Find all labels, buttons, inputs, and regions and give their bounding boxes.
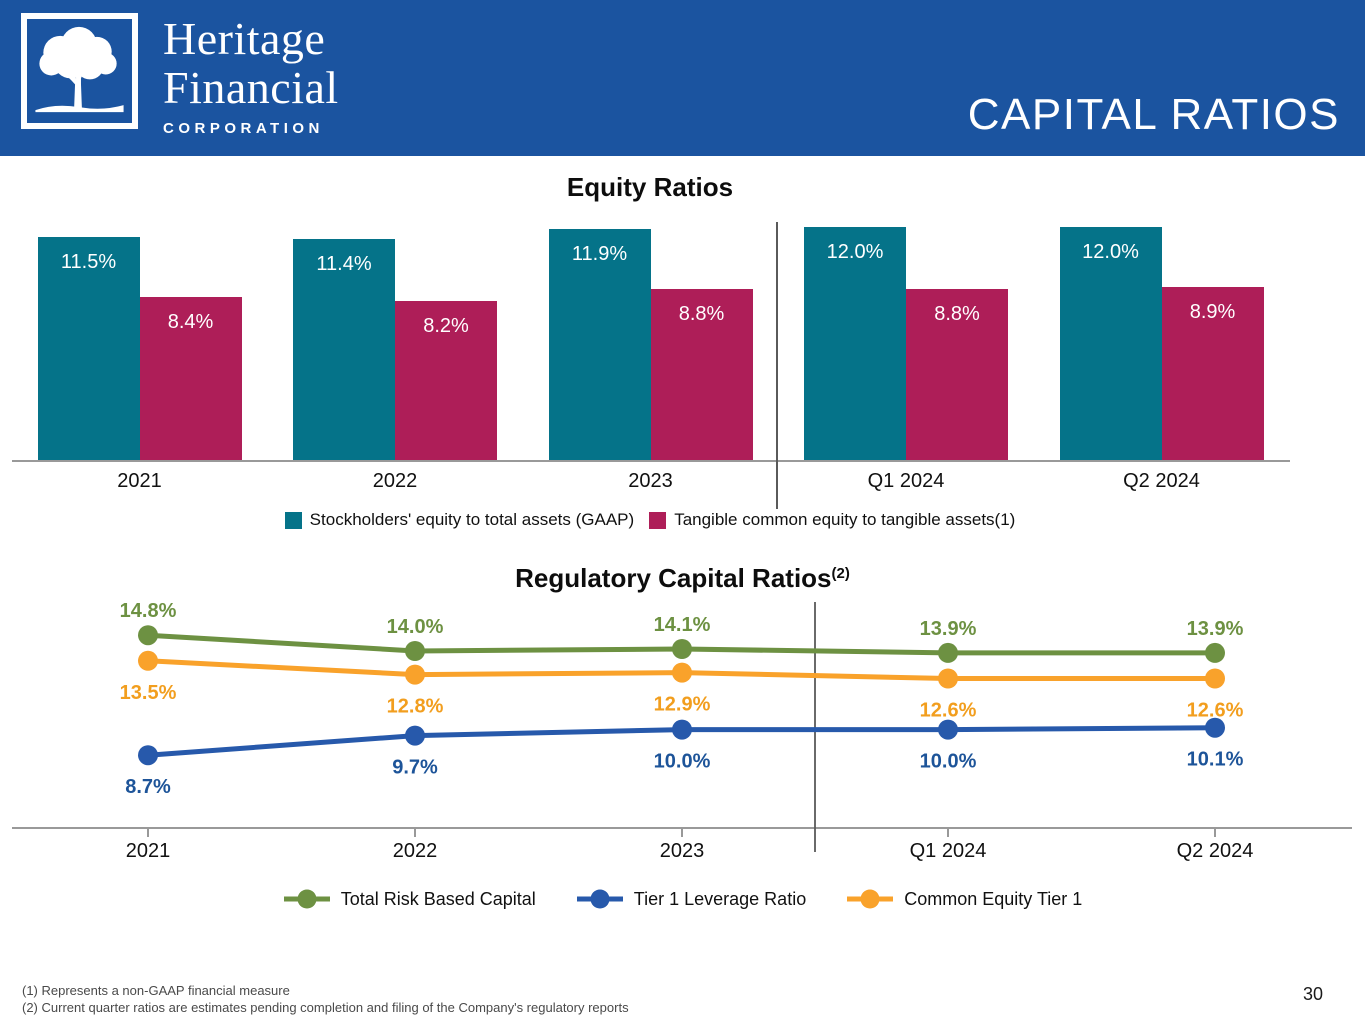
- legend-item-total-risk-based-capital: Total Risk Based Capital: [283, 888, 536, 910]
- regulatory-axis-label-2021: 2021: [126, 840, 171, 862]
- equity-xlabels: 2021 2022 2023 Q1 2024 Q2 2024: [0, 470, 1365, 496]
- legend-item-stockholders-equity-to-t: Stockholders' equity to total assets (GA…: [284, 510, 635, 530]
- value-label: 14.1%: [654, 614, 711, 636]
- bar-tangible-common-equi-q1-2024: 8.8%: [906, 289, 1008, 460]
- point-tier-1-leverage-ratio-2021: [138, 745, 158, 766]
- bar-tangible-common-equi-2021: 8.4%: [139, 296, 242, 460]
- point-tier-1-leverage-ratio-2022: [405, 725, 425, 746]
- bar-value-label: 11.4%: [316, 252, 372, 275]
- point-total-risk-based-capital-q2-2024: [1205, 642, 1225, 663]
- value-label: 12.6%: [1187, 700, 1244, 722]
- bar-value-label: 8.4%: [167, 310, 214, 333]
- brand-line-1: Heritage: [163, 13, 326, 64]
- regulatory-title-superscript: (2): [831, 565, 850, 582]
- equity-axis-label-2023: 2023: [628, 470, 673, 492]
- regulatory-svg: 14.8% 14.0% 14.1% 13.9% 13.9% 8.7% 9.7% 10.0% 10…: [12, 600, 1352, 862]
- legend-label: Tangible common equity to tangible asset…: [674, 510, 1016, 529]
- point-total-risk-based-capital-2022: [405, 641, 425, 661]
- regulatory-legend: Total Risk Based Capital Tier 1 Leverage …: [0, 884, 1365, 914]
- equity-axis-label-2022: 2022: [372, 470, 418, 492]
- brand-line-2: Financial: [163, 62, 339, 113]
- legend-swatch: [649, 511, 667, 529]
- equity-chart-title: Equity Ratios: [566, 172, 734, 202]
- bar-value-label: 8.8%: [934, 303, 980, 326]
- bar-stockholders-equity--2021: 11.5%: [37, 236, 140, 460]
- value-label: 10.0%: [654, 751, 711, 773]
- brand-name: Heritage Financial CORPORATION: [163, 14, 339, 137]
- value-label: 8.7%: [125, 776, 171, 798]
- equity-axis-label-q2-2024: Q2 2024: [1123, 470, 1200, 492]
- bar-value-label: 12.0%: [826, 241, 884, 263]
- brand-corporation: CORPORATION: [163, 120, 324, 137]
- bar-value-label: 8.2%: [423, 314, 469, 337]
- bar-value-label: 11.5%: [60, 250, 117, 273]
- footnote-2: (2) Current quarter ratios are estimates…: [22, 1000, 629, 1015]
- legend-item-tangible-common-equity-t: Tangible common equity to tangible asset…: [649, 510, 1015, 530]
- regulatory-axis-label-2022: 2022: [393, 840, 438, 862]
- bar-tangible-common-equi-q2-2024: 8.9%: [1161, 287, 1264, 460]
- legend-label: Tier 1 Leverage Ratio: [633, 888, 807, 909]
- logo-tree-icon: [35, 26, 124, 113]
- bar-tangible-common-equi-2023: 8.8%: [650, 289, 753, 460]
- legend-label: Common Equity Tier 1: [904, 888, 1083, 909]
- bar-stockholders-equity--2022: 11.4%: [293, 238, 395, 460]
- legend-line-marker: [283, 889, 330, 909]
- heritage-logo: [21, 13, 138, 129]
- bar-value-label: 8.8%: [678, 303, 725, 326]
- value-label: 14.0%: [387, 616, 444, 638]
- legend-item-common-equity-tier-1: Common Equity Tier 1: [846, 888, 1082, 910]
- bar-value-label: 8.9%: [1189, 301, 1236, 324]
- equity-axis-label-q1-2024: Q1 2024: [867, 470, 945, 492]
- regulatory-axis-label-q1-2024: Q1 2024: [910, 840, 987, 862]
- bar-tangible-common-equi-2022: 8.2%: [395, 300, 497, 460]
- bar-value-label: 12.0%: [1082, 241, 1139, 263]
- value-label: 13.9%: [920, 618, 977, 640]
- value-label: 10.1%: [1187, 749, 1244, 771]
- regulatory-chart-title: Regulatory Capital Ratios(2): [0, 563, 1365, 594]
- bar-value-label: 11.9%: [571, 242, 628, 265]
- legend-swatch: [284, 511, 302, 529]
- legend-label: Total Risk Based Capital: [340, 888, 536, 909]
- legend-line-marker: [576, 889, 623, 909]
- regulatory-axis-label-q2-2024: Q2 2024: [1177, 840, 1254, 862]
- point-common-equity-tier-1-2021: [138, 650, 158, 671]
- bar-stockholders-equity--q2-2024: 12.0%: [1059, 227, 1162, 460]
- point-total-risk-based-capital-2021: [138, 625, 158, 646]
- point-common-equity-tier-1-2023: [672, 662, 692, 683]
- point-common-equity-tier-1-2022: [405, 664, 425, 685]
- bar-stockholders-equity--2023: 11.9%: [548, 228, 651, 460]
- point-total-risk-based-capital-q1-2024: [938, 642, 958, 663]
- value-label: 10.0%: [920, 751, 977, 773]
- value-label: 12.8%: [387, 696, 444, 718]
- equity-period-divider: [776, 222, 778, 509]
- value-label: 9.7%: [392, 757, 438, 779]
- equity-axis-label-2021: 2021: [117, 470, 162, 492]
- point-tier-1-leverage-ratio-2023: [672, 719, 692, 740]
- equity-legend: Stockholders' equity to total assets (GA…: [0, 506, 1300, 534]
- regulatory-axis-label-2023: 2023: [660, 840, 705, 862]
- footnote-1: (1) Represents a non-GAAP financial meas…: [22, 983, 290, 998]
- point-total-risk-based-capital-2023: [672, 639, 692, 659]
- footnotes: (1) Represents a non-GAAP financial meas…: [22, 982, 629, 1016]
- header-bar: Heritage Financial CORPORATION CAPITAL R…: [0, 0, 1365, 156]
- point-common-equity-tier-1-q1-2024: [938, 668, 958, 689]
- bar-stockholders-equity--q1-2024: 12.0%: [804, 227, 906, 460]
- equity-plot: 11.5% 11.4% 11.9% 12.0% 12.0% 8.4% 8.2% 8.8% 8.8…: [12, 227, 1290, 462]
- slide-title: CAPITAL RATIOS: [967, 90, 1340, 139]
- point-tier-1-leverage-ratio-q1-2024: [938, 719, 958, 740]
- value-label: 13.9%: [1187, 618, 1244, 640]
- regulatory-title-text: Regulatory Capital Ratios: [515, 563, 832, 593]
- legend-label: Stockholders' equity to total assets (GA…: [309, 510, 635, 529]
- legend-item-tier-1-leverage-ratio: Tier 1 Leverage Ratio: [576, 888, 806, 910]
- value-label: 13.5%: [120, 682, 177, 704]
- point-common-equity-tier-1-q2-2024: [1205, 668, 1225, 689]
- legend-line-marker: [847, 889, 894, 909]
- point-tier-1-leverage-ratio-q2-2024: [1205, 717, 1225, 738]
- value-label: 12.6%: [920, 700, 977, 722]
- value-label: 12.9%: [654, 694, 711, 716]
- page-number: 30: [1302, 984, 1323, 1004]
- value-label: 14.8%: [120, 600, 177, 622]
